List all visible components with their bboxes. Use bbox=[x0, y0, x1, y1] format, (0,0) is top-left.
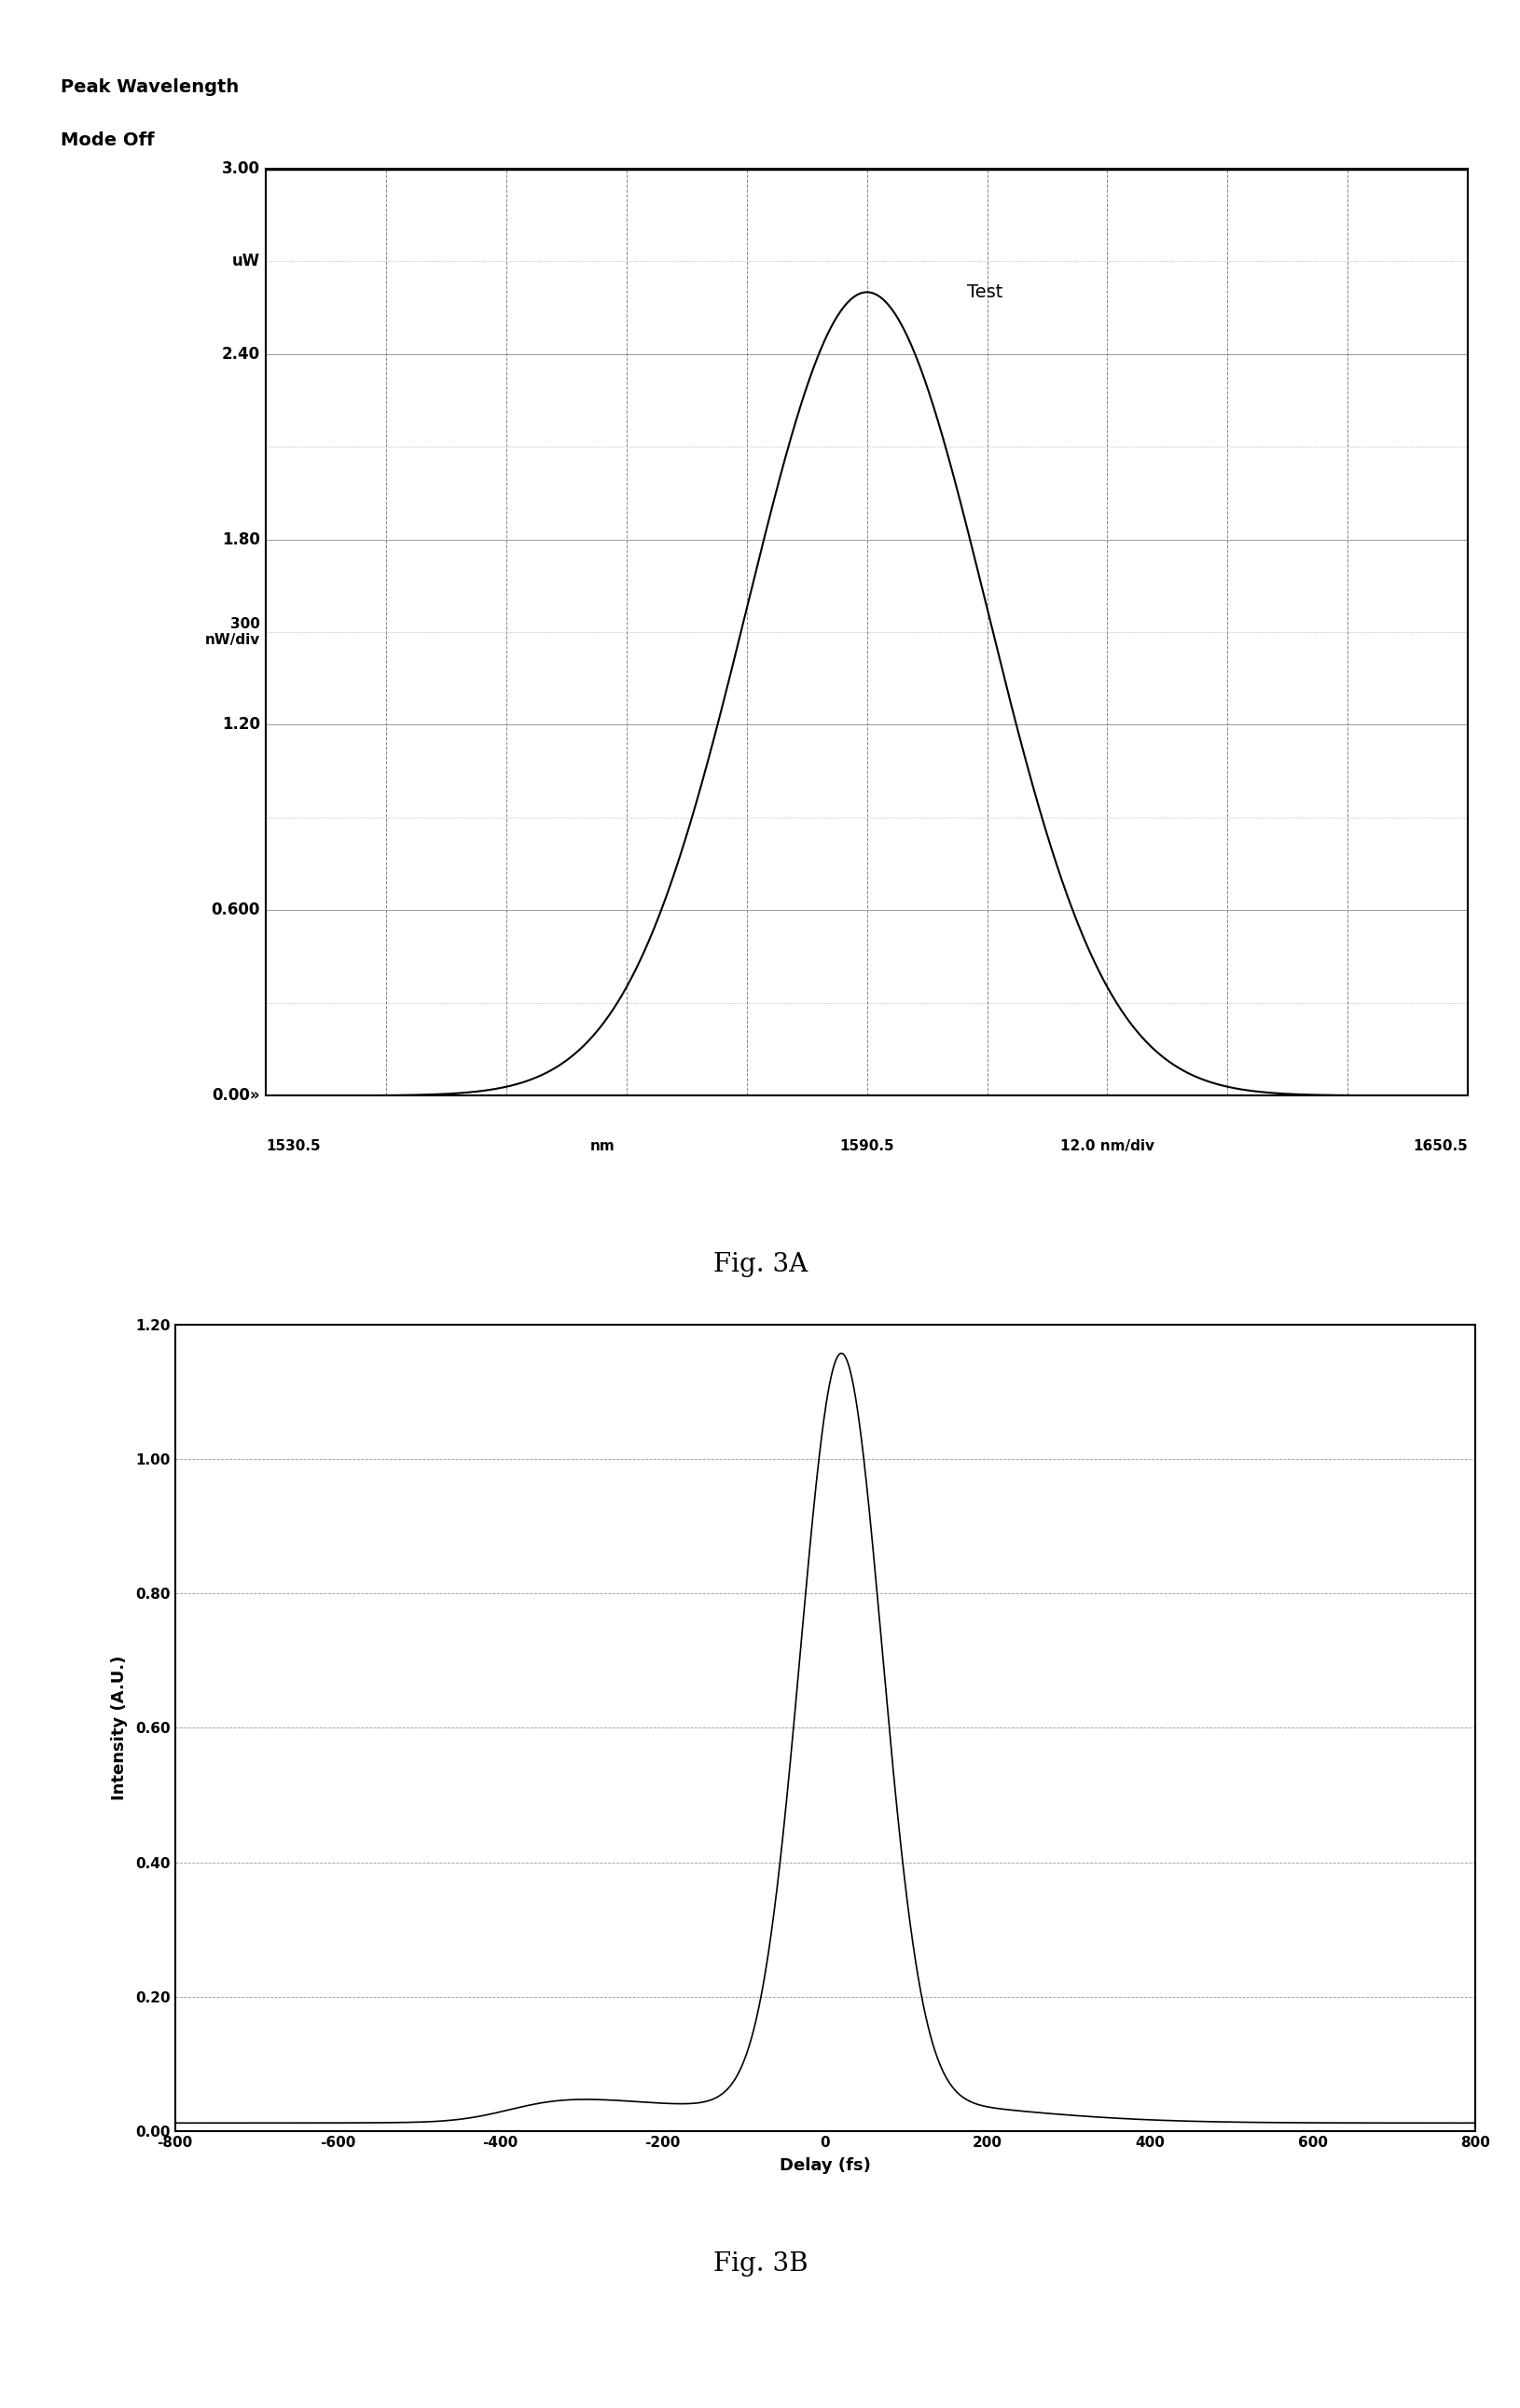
Text: 1650.5: 1650.5 bbox=[1412, 1139, 1467, 1153]
Text: 2.40: 2.40 bbox=[222, 347, 260, 361]
Text: 12.0 nm/div: 12.0 nm/div bbox=[1059, 1139, 1154, 1153]
Text: 3.00: 3.00 bbox=[222, 161, 260, 176]
Text: 1530.5: 1530.5 bbox=[266, 1139, 321, 1153]
Text: 0.600: 0.600 bbox=[211, 903, 260, 917]
Text: 0.00»: 0.00» bbox=[211, 1088, 260, 1103]
Text: Peak Wavelength: Peak Wavelength bbox=[61, 79, 239, 96]
Text: 1590.5: 1590.5 bbox=[839, 1139, 894, 1153]
Text: 1.80: 1.80 bbox=[222, 532, 260, 547]
Text: Test: Test bbox=[967, 284, 1002, 301]
X-axis label: Delay (fs): Delay (fs) bbox=[778, 2158, 871, 2174]
Text: 300
nW/div: 300 nW/div bbox=[205, 616, 260, 648]
Text: uW: uW bbox=[233, 253, 260, 270]
Y-axis label: Intensity (A.U.): Intensity (A.U.) bbox=[111, 1654, 128, 1801]
Text: nm: nm bbox=[590, 1139, 614, 1153]
Text: Fig. 3B: Fig. 3B bbox=[713, 2251, 807, 2276]
Text: 1.20: 1.20 bbox=[222, 718, 260, 732]
Text: Fig. 3A: Fig. 3A bbox=[713, 1252, 807, 1276]
Text: Mode Off: Mode Off bbox=[61, 132, 155, 149]
